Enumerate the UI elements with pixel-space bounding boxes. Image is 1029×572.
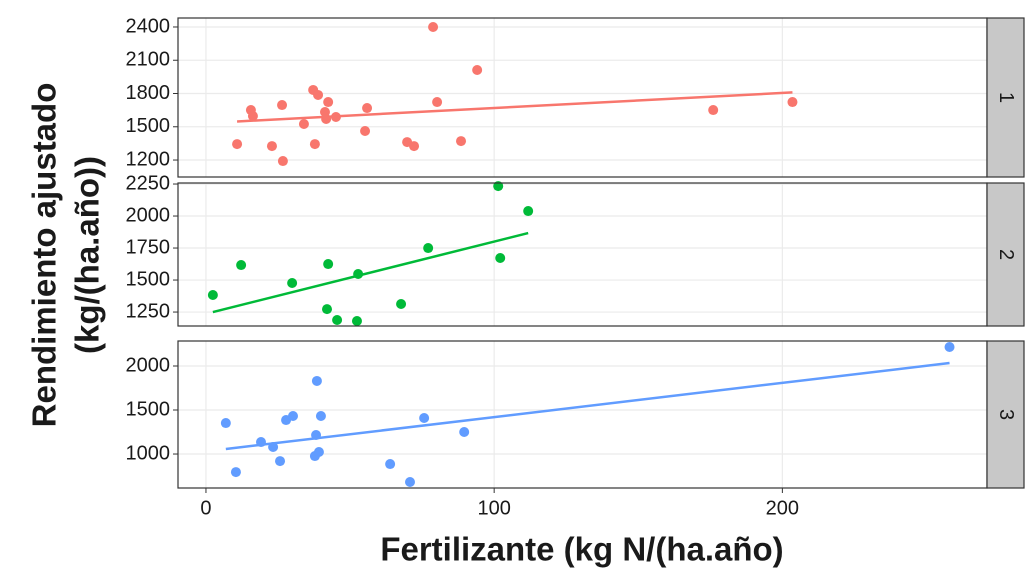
point — [232, 139, 243, 150]
point — [396, 298, 407, 309]
y-tick-label: 1500 — [126, 268, 171, 290]
y-axis-title: Rendimiento ajustado — [26, 83, 63, 428]
facet-strip — [986, 17, 1025, 178]
point — [321, 114, 332, 125]
point — [277, 156, 288, 167]
point — [787, 97, 798, 108]
point — [322, 304, 333, 315]
point — [247, 111, 258, 122]
y-tick-label: 1500 — [126, 398, 171, 420]
y-tick-label: 1800 — [126, 82, 171, 104]
point — [298, 119, 309, 129]
point — [330, 112, 341, 123]
point — [287, 277, 298, 288]
point — [708, 105, 719, 116]
point — [207, 290, 218, 301]
panel-background — [178, 341, 987, 488]
y-tick-label: 2100 — [126, 49, 171, 71]
y-tick-label: 1750 — [126, 236, 171, 258]
point — [323, 97, 334, 108]
facet-label: 2 — [995, 249, 1017, 260]
point — [495, 253, 506, 264]
y-tick-label: 1200 — [126, 148, 171, 170]
point — [459, 427, 470, 438]
point — [323, 259, 334, 270]
y-tick-label: 2400 — [126, 15, 171, 37]
x-tick-label: 0 — [200, 497, 211, 519]
facet-strip — [986, 182, 1025, 327]
point — [332, 314, 343, 325]
point — [313, 89, 324, 100]
point — [315, 410, 326, 421]
point — [472, 65, 483, 76]
point — [266, 141, 277, 152]
panel-background — [178, 183, 987, 326]
point — [311, 375, 322, 386]
point — [311, 430, 322, 441]
point — [309, 139, 320, 150]
facet-strip — [986, 340, 1025, 489]
point — [385, 459, 396, 470]
point — [236, 260, 247, 271]
point — [230, 467, 241, 478]
point — [360, 125, 371, 136]
y-tick-label: 2000 — [126, 204, 171, 226]
point — [275, 456, 286, 467]
facet-label: 3 — [995, 409, 1017, 420]
point — [353, 269, 364, 280]
y-tick-label: 2000 — [126, 354, 171, 376]
panel-background — [178, 18, 987, 177]
point — [409, 141, 420, 152]
point — [944, 341, 955, 352]
x-tick-label: 200 — [766, 497, 799, 519]
x-tick-label: 100 — [477, 497, 510, 519]
point — [362, 103, 373, 114]
point — [423, 243, 434, 254]
point — [256, 437, 267, 448]
facet-label: 1 — [995, 92, 1017, 103]
point — [456, 136, 467, 147]
point — [351, 316, 362, 327]
y-tick-label: 1000 — [126, 442, 171, 464]
point — [405, 477, 416, 488]
point — [268, 441, 279, 452]
point — [287, 410, 298, 421]
point — [432, 97, 443, 108]
y-axis-title: (kg/(ha.año)) — [69, 156, 106, 354]
y-tick-label: 2250 — [126, 172, 171, 194]
point — [220, 418, 231, 429]
point — [419, 413, 430, 424]
y-tick-label: 1250 — [126, 300, 171, 322]
point — [277, 100, 288, 111]
point — [523, 206, 534, 217]
y-tick-label: 1500 — [126, 115, 171, 137]
trend-line — [225, 361, 950, 451]
trend-line — [212, 231, 529, 314]
x-axis-title: Fertilizante (kg N/(ha.año) — [380, 531, 783, 568]
point — [313, 446, 324, 457]
point — [428, 21, 439, 32]
